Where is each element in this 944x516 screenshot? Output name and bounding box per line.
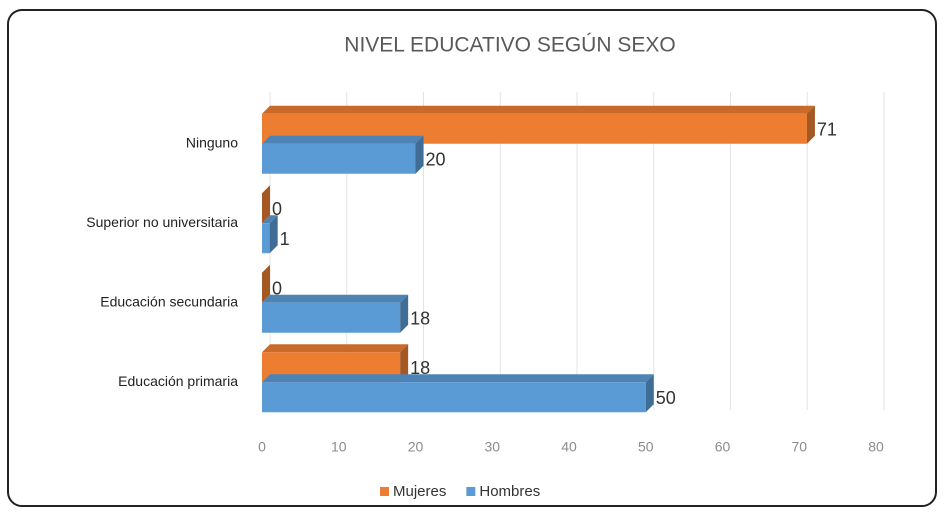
bar-top [262,294,409,303]
value-label: 50 [656,388,676,408]
value-label: 0 [272,199,282,219]
chart-title: NIVEL EDUCATIVO SEGÚN SEXO [344,34,675,57]
bar-side [415,135,424,174]
bar-side [645,374,654,413]
value-label: 71 [817,120,837,140]
bar-side [262,185,270,224]
x-tick-label: 30 [484,439,500,455]
bar [262,223,270,254]
value-label: 18 [410,309,430,329]
x-tick-label: 60 [715,439,731,455]
legend-swatch [380,487,389,496]
bar-top [262,105,815,114]
bar-top [262,374,654,383]
value-label: 0 [272,279,282,299]
value-label: 18 [410,358,430,378]
x-tick-label: 20 [408,439,424,455]
bar-side [806,105,815,144]
bar [262,382,646,413]
x-tick-label: 50 [638,439,654,455]
legend-label: Mujeres [393,483,446,500]
value-label: 20 [426,150,446,170]
bar-top [262,135,424,144]
bar [262,143,416,174]
bar-side [262,264,270,303]
y-tick-label: Superior no universitaria [86,214,238,230]
bar-top [262,215,278,224]
x-tick-label: 80 [868,439,884,455]
bar-top [262,344,409,353]
x-tick-label: 70 [791,439,807,455]
bar [262,302,401,333]
y-tick-label: Educación primaria [118,373,238,389]
x-tick-label: 40 [561,439,577,455]
bar-side [269,215,278,254]
y-tick-label: Educación secundaria [100,293,238,309]
value-label: 1 [280,229,290,249]
legend-label: Hombres [479,483,540,500]
x-tick-label: 10 [331,439,347,455]
legend-swatch [466,487,476,496]
bar-side [400,344,409,383]
chart-frame [7,9,937,507]
bar-side [400,294,409,333]
y-tick-label: Ninguno [186,134,238,150]
x-tick-label: 0 [258,439,266,455]
